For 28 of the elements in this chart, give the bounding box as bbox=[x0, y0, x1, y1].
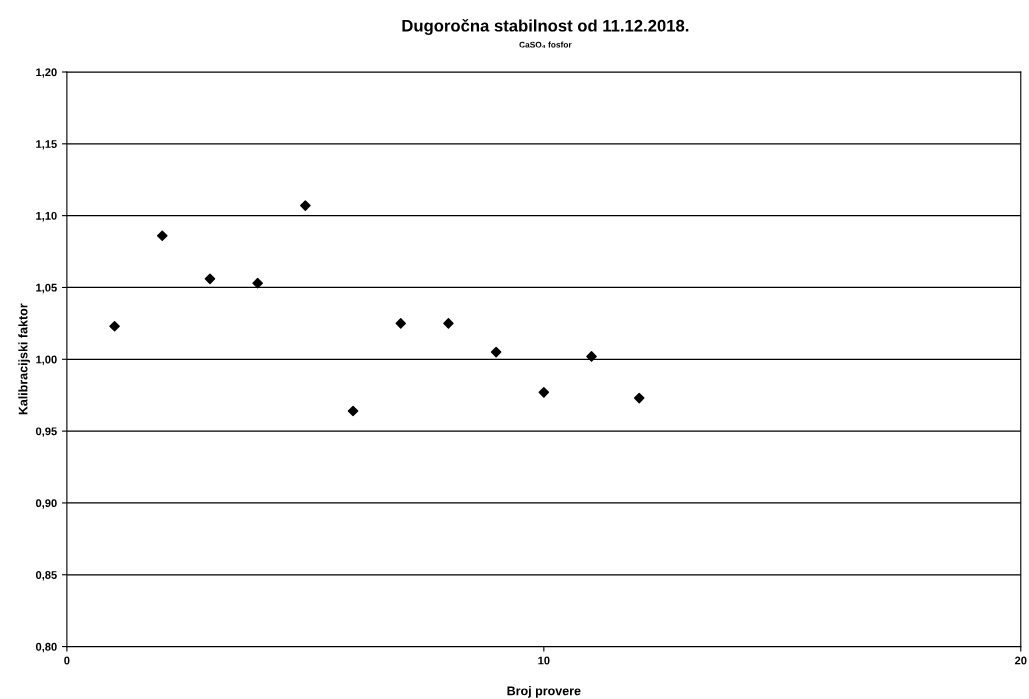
point bbox=[156, 230, 168, 242]
x-axis-title: Broj provere bbox=[507, 686, 581, 698]
y-tick-label: 1,00 bbox=[36, 355, 57, 366]
x-tick-label: 10 bbox=[538, 656, 550, 665]
x-tick-label: 20 bbox=[1014, 656, 1027, 665]
y-tick-label: 1,10 bbox=[36, 211, 57, 222]
chart-subtitle: CaSO₄ fosfor bbox=[519, 41, 572, 48]
y-tick-label: 1,20 bbox=[36, 68, 57, 78]
point bbox=[109, 320, 120, 332]
point bbox=[204, 273, 216, 285]
y-tick-label: 1,05 bbox=[36, 283, 57, 294]
point bbox=[395, 318, 407, 329]
point bbox=[252, 277, 263, 289]
y-tick-label: 0,80 bbox=[35, 642, 57, 653]
y-tick-label: 0,85 bbox=[35, 571, 57, 581]
y-axis-title: Kalibracijski faktor bbox=[18, 303, 30, 415]
point bbox=[490, 346, 502, 358]
point bbox=[586, 351, 597, 362]
point bbox=[538, 387, 550, 398]
point bbox=[300, 200, 311, 211]
chart-title: Dugoročna stabilnost od 11.12.2018. bbox=[402, 19, 689, 35]
y-tick-label: 0,95 bbox=[35, 427, 57, 437]
point bbox=[347, 405, 359, 417]
y-tick-label: 1,15 bbox=[36, 140, 57, 150]
x-tick-label: 0 bbox=[64, 656, 70, 665]
y-tick-label: 0,90 bbox=[35, 499, 57, 509]
point bbox=[443, 318, 454, 329]
point bbox=[633, 392, 645, 404]
